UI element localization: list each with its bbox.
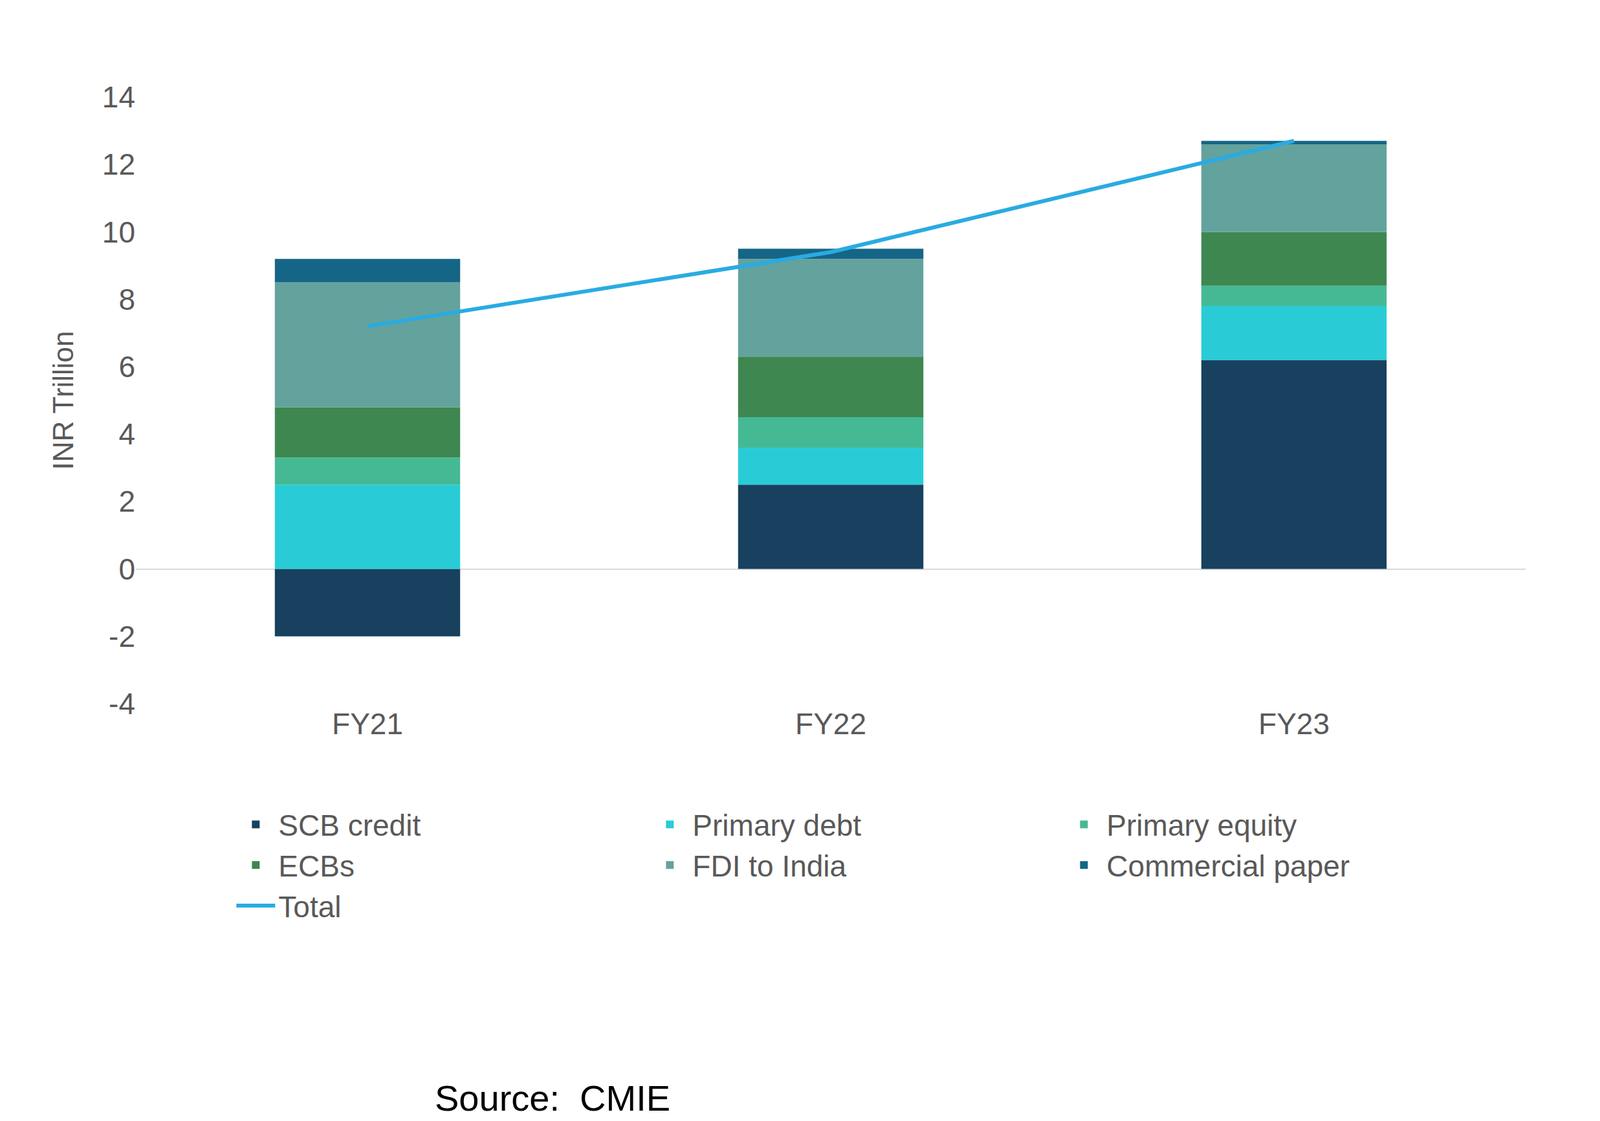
svg-text:Primary debt: Primary debt [692,808,862,843]
svg-text:12: 12 [102,147,136,182]
svg-text:FY21: FY21 [331,707,404,741]
svg-text:INR Trillion: INR Trillion [47,330,79,470]
svg-text:0: 0 [118,552,136,587]
svg-text:FDI to India: FDI to India [692,849,847,884]
svg-text:Commercial paper: Commercial paper [1106,849,1350,884]
svg-text:2: 2 [118,484,136,519]
svg-text:FY23: FY23 [1258,707,1330,741]
svg-text:Source: CMIE: Source: CMIE [434,1077,671,1119]
svg-text:FY22: FY22 [795,707,867,741]
svg-text:Total: Total [278,890,341,924]
svg-text:6: 6 [118,350,136,384]
svg-text:SCB credit: SCB credit [278,808,421,843]
svg-text:10: 10 [102,215,136,250]
svg-text:ECBs: ECBs [278,849,355,884]
svg-text:-4: -4 [108,687,136,721]
svg-text:14: 14 [102,80,136,114]
svg-text:4: 4 [118,417,136,451]
svg-text:-2: -2 [108,619,136,654]
svg-text:8: 8 [118,282,136,317]
svg-text:Primary equity: Primary equity [1106,808,1297,843]
